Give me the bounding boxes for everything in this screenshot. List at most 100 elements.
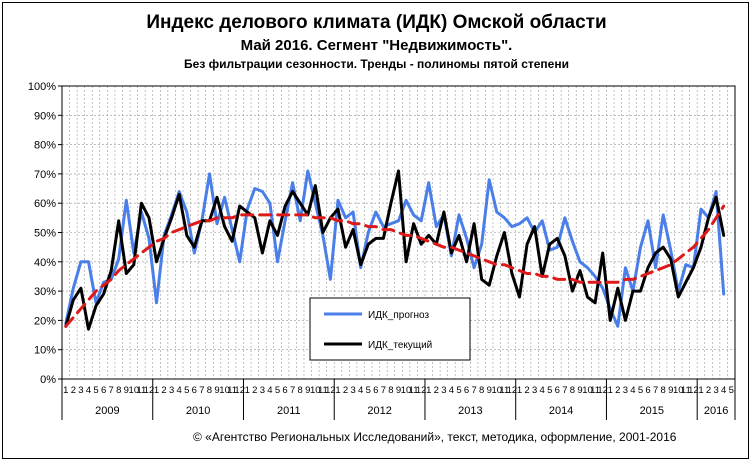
month-tick-label: 2 — [161, 385, 166, 396]
month-tick-label: 10 — [673, 385, 684, 396]
month-tick-label: 7 — [199, 385, 204, 396]
month-tick-label: 7 — [381, 385, 386, 396]
month-tick-label: 1 — [426, 385, 431, 396]
month-tick-label: 8 — [116, 385, 121, 396]
y-tick-label: 50% — [34, 228, 56, 240]
chart-subtitle: Май 2016. Сегмент "Недвижимость". — [240, 37, 513, 54]
month-tick-label: 1 — [698, 385, 703, 396]
year-label: 2015 — [640, 405, 664, 417]
month-tick-label: 4 — [630, 385, 635, 396]
month-tick-label: 5 — [275, 385, 280, 396]
month-tick-label: 6 — [101, 385, 106, 396]
chart-title: Индекс делового климата (ИДК) Омской обл… — [146, 12, 607, 33]
month-tick-label: 5 — [93, 385, 98, 396]
month-tick-label: 8 — [298, 385, 303, 396]
month-tick-label: 2 — [706, 385, 711, 396]
month-tick-label: 4 — [358, 385, 363, 396]
month-tick-label: 2 — [524, 385, 529, 396]
series-lines — [64, 169, 726, 331]
month-tick-label: 2 — [343, 385, 348, 396]
month-tick-label: 1 — [63, 385, 68, 396]
month-tick-label: 3 — [350, 385, 355, 396]
year-label: 2013 — [458, 405, 482, 417]
legend-label: ИДК_текущий — [368, 340, 432, 351]
month-tick-label: 5 — [184, 385, 189, 396]
month-tick-label: 5 — [547, 385, 552, 396]
y-tick-label: 90% — [34, 110, 56, 122]
year-label: 2011 — [277, 405, 301, 417]
copyright-text: © «Агентство Региональных Исследований»,… — [193, 430, 677, 444]
month-tick-label: 3 — [78, 385, 83, 396]
year-label: 2016 — [704, 405, 728, 417]
month-tick-label: 1 — [608, 385, 613, 396]
y-tick-label: 60% — [34, 198, 56, 210]
month-tick-label: 1 — [245, 385, 250, 396]
month-tick-label: 10 — [401, 385, 412, 396]
year-label: 2010 — [186, 405, 210, 417]
month-tick-label: 10 — [219, 385, 230, 396]
month-tick-label: 4 — [721, 385, 726, 396]
month-tick-label: 6 — [282, 385, 287, 396]
chart-note: Без фильтрации сезонности. Тренды - поли… — [184, 57, 569, 71]
month-tick-label: 11 — [590, 385, 600, 396]
month-tick-label: 11 — [136, 385, 146, 396]
month-tick-label: 9 — [487, 385, 492, 396]
month-tick-label: 3 — [713, 385, 718, 396]
series-line-2 — [64, 169, 726, 331]
month-tick-label: 5 — [729, 385, 734, 396]
month-tick-label: 4 — [86, 385, 91, 396]
month-tick-label: 3 — [532, 385, 537, 396]
month-tick-label: 8 — [570, 385, 575, 396]
y-axis: 0% 10% 20% 30% 40% 50% 60% 70% 80% 90% 100% — [28, 81, 62, 386]
month-tick-label: 4 — [540, 385, 545, 396]
month-tick-label: 3 — [260, 385, 265, 396]
month-tick-label: 11 — [227, 385, 237, 396]
month-tick-label: 12 — [325, 385, 336, 396]
y-tick-label: 100% — [28, 81, 56, 93]
month-tick-label: 12 — [234, 385, 245, 396]
month-tick-label: 7 — [471, 385, 476, 396]
month-tick-label: 5 — [366, 385, 371, 396]
month-tick-label: 1 — [517, 385, 522, 396]
month-tick-label: 7 — [653, 385, 658, 396]
y-tick-label: 10% — [34, 345, 56, 357]
year-label: 2012 — [367, 405, 391, 417]
legend-box — [309, 297, 471, 361]
month-tick-label: 3 — [441, 385, 446, 396]
month-tick-label: 10 — [129, 385, 140, 396]
month-tick-label: 7 — [109, 385, 114, 396]
month-tick-label: 10 — [310, 385, 321, 396]
month-tick-label: 7 — [290, 385, 295, 396]
legend: ИДК_прогноз ИДК_текущий — [309, 297, 471, 361]
month-tick-label: 7 — [562, 385, 567, 396]
legend-label: ИДК_прогноз — [368, 310, 430, 321]
series-line-3 — [64, 204, 726, 328]
month-tick-label: 9 — [577, 385, 582, 396]
month-tick-label: 8 — [661, 385, 666, 396]
month-tick-label: 4 — [177, 385, 182, 396]
month-tick-label: 11 — [681, 385, 691, 396]
month-tick-label: 8 — [207, 385, 212, 396]
month-tick-label: 12 — [597, 385, 608, 396]
month-tick-label: 12 — [416, 385, 427, 396]
month-tick-label: 2 — [252, 385, 257, 396]
month-tick-label: 6 — [645, 385, 650, 396]
month-tick-label: 2 — [434, 385, 439, 396]
y-tick-label: 70% — [34, 169, 56, 181]
month-tick-label: 11 — [318, 385, 328, 396]
month-tick-label: 10 — [582, 385, 593, 396]
month-tick-label: 4 — [449, 385, 454, 396]
month-tick-label: 12 — [688, 385, 699, 396]
month-tick-label: 1 — [335, 385, 340, 396]
month-tick-label: 6 — [192, 385, 197, 396]
month-tick-label: 9 — [668, 385, 673, 396]
month-tick-label: 3 — [169, 385, 174, 396]
month-tick-label: 3 — [623, 385, 628, 396]
month-tick-label: 11 — [499, 385, 509, 396]
month-tick-label: 12 — [507, 385, 518, 396]
y-tick-label: 0% — [40, 374, 56, 386]
month-tick-label: 8 — [388, 385, 393, 396]
month-tick-label: 6 — [464, 385, 469, 396]
month-tick-label: 9 — [396, 385, 401, 396]
month-tick-label: 12 — [144, 385, 155, 396]
